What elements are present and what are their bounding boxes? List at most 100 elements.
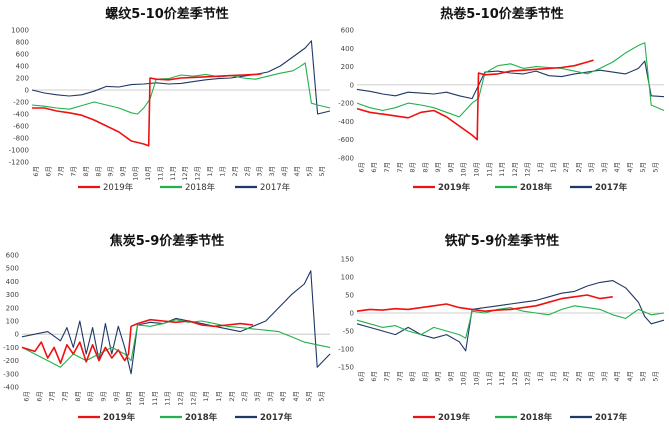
series-line-2017 [21,270,331,375]
x-tick-label: 3月 [588,371,596,382]
x-tick-label: 3月 [600,371,608,382]
series-line-2018 [356,305,665,339]
legend-label-2018: 2018年 [520,412,553,423]
x-tick-label: 11月 [498,371,506,386]
x-tick-label: 8月 [421,162,429,173]
x-tick-label: 11月 [485,162,493,177]
x-tick-label: 12月 [181,166,189,181]
x-tick-label: 2月 [241,391,249,402]
x-tick-label: 6月 [32,166,40,177]
x-tick-label: 2月 [228,391,236,402]
y-tick-label: 400 [6,278,19,286]
x-tick-label: 7月 [48,391,56,402]
chart-iron-ore-5-9: 铁矿5-9价差季节性 150 100 50 0 -50 -100 -150 6月 6月 7月 7月 8月… [335,217,669,434]
y-tick-label: 300 [6,291,19,299]
x-tick-label: 11月 [164,391,172,406]
x-tick-label: 6月 [22,391,30,402]
x-tick-label: 9月 [434,371,442,382]
x-tick-label: 2月 [575,371,583,382]
x-tick-label: 8月 [421,371,429,382]
y-tick-label: -1000 [9,147,29,155]
x-tick-label: 7月 [396,371,404,382]
x-tick-label: 10月 [473,371,481,386]
x-tick-label: 5月 [318,391,326,402]
x-tick-label: 12月 [511,371,519,386]
chart-title: 铁矿5-9价差季节性 [444,233,560,249]
x-tick-label: 6月 [45,166,53,177]
x-tick-label: 11月 [156,166,164,181]
x-tick-label: 4月 [626,162,634,173]
x-tick-label: 7月 [61,391,69,402]
x-tick-label: 5月 [639,162,647,173]
series-line-2017 [356,280,665,352]
x-tick-label: 10月 [460,371,468,386]
legend-label-2018: 2018年 [520,182,553,193]
legend-label-2019: 2019年 [438,412,471,423]
x-tick-label: 6月 [357,162,365,173]
series-line-2017 [31,40,331,115]
y-tick-label: 500 [6,265,19,273]
y-tick-label: -400 [338,118,354,126]
x-tick-label: 4月 [626,371,634,382]
x-tick-label: 10月 [125,391,133,406]
chart-svg: 螺纹5-10价差季节性 1000 800 600 400 200 0 -200 -400 -600… [9,6,331,193]
x-tick-label: 11月 [498,162,506,177]
series-line-2018 [21,319,331,368]
y-tick-label: 100 [341,274,354,282]
x-tick-label: 4月 [613,162,621,173]
x-tick-label: 1月 [549,371,557,382]
series-line-2018 [31,62,331,115]
y-tick-label: 50 [345,292,354,300]
legend-label-2017: 2017年 [260,412,293,423]
x-tick-label: 6月 [35,391,43,402]
x-tick-label: 9月 [434,162,442,173]
legend-label-2018: 2018年 [185,182,216,193]
x-tick-label: 1月 [206,166,214,177]
x-tick-label: 9月 [447,371,455,382]
x-tick-label: 12月 [524,371,532,386]
x-tick-label: 5月 [652,162,660,173]
y-tick-label: 400 [16,63,29,71]
x-tick-label: 2月 [562,162,570,173]
x-tick-label: 1月 [202,391,210,402]
y-tick-label: -100 [3,344,19,352]
chart-hrc-5-10: 热卷5-10价差季节性 600 400 200 0 -200 -400 -600 -800 6月 6… [335,0,669,217]
y-tick-label: 0 [350,310,354,318]
y-tick-label: 0 [350,81,354,89]
x-tick-label: 1月 [549,162,557,173]
legend-label-2018: 2018年 [185,412,218,423]
y-tick-label: 600 [6,252,19,260]
x-tick-label: 8月 [409,371,417,382]
x-tick-label: 5月 [639,371,647,382]
x-tick-label: 1月 [536,371,544,382]
x-tick-label: 4月 [279,391,287,402]
legend-label-2017: 2017年 [260,182,291,193]
legend-label-2019: 2019年 [103,182,134,193]
y-tick-label: 600 [341,27,354,35]
x-tick-label: 8月 [94,166,102,177]
x-tick-label: 12月 [194,166,202,181]
x-tick-label: 7月 [383,162,391,173]
x-tick-label: 10月 [138,391,146,406]
chart-title: 热卷5-10价差季节性 [440,6,564,22]
series-line-2019 [32,73,262,147]
x-tick-label: 1月 [218,166,226,177]
y-tick-label: 600 [16,51,29,59]
x-tick-label: 9月 [99,391,107,402]
x-tick-label: 11月 [485,371,493,386]
chart-rebar-5-10: 螺纹5-10价差季节性 1000 800 600 400 200 0 -200 -400 -600… [0,0,334,217]
x-tick-label: 8月 [409,162,417,173]
x-tick-label: 2月 [575,162,583,173]
y-tick-label: 100 [6,318,19,326]
y-tick-label: 0 [25,87,29,95]
x-tick-label: 8月 [82,166,90,177]
x-tick-label: 12月 [511,162,519,177]
y-tick-label: -800 [338,155,354,163]
y-tick-label: -200 [3,357,19,365]
x-tick-label: 1月 [215,391,223,402]
x-tick-label: 3月 [588,162,596,173]
series-line-2019 [21,318,254,364]
y-tick-label: -200 [13,99,29,107]
